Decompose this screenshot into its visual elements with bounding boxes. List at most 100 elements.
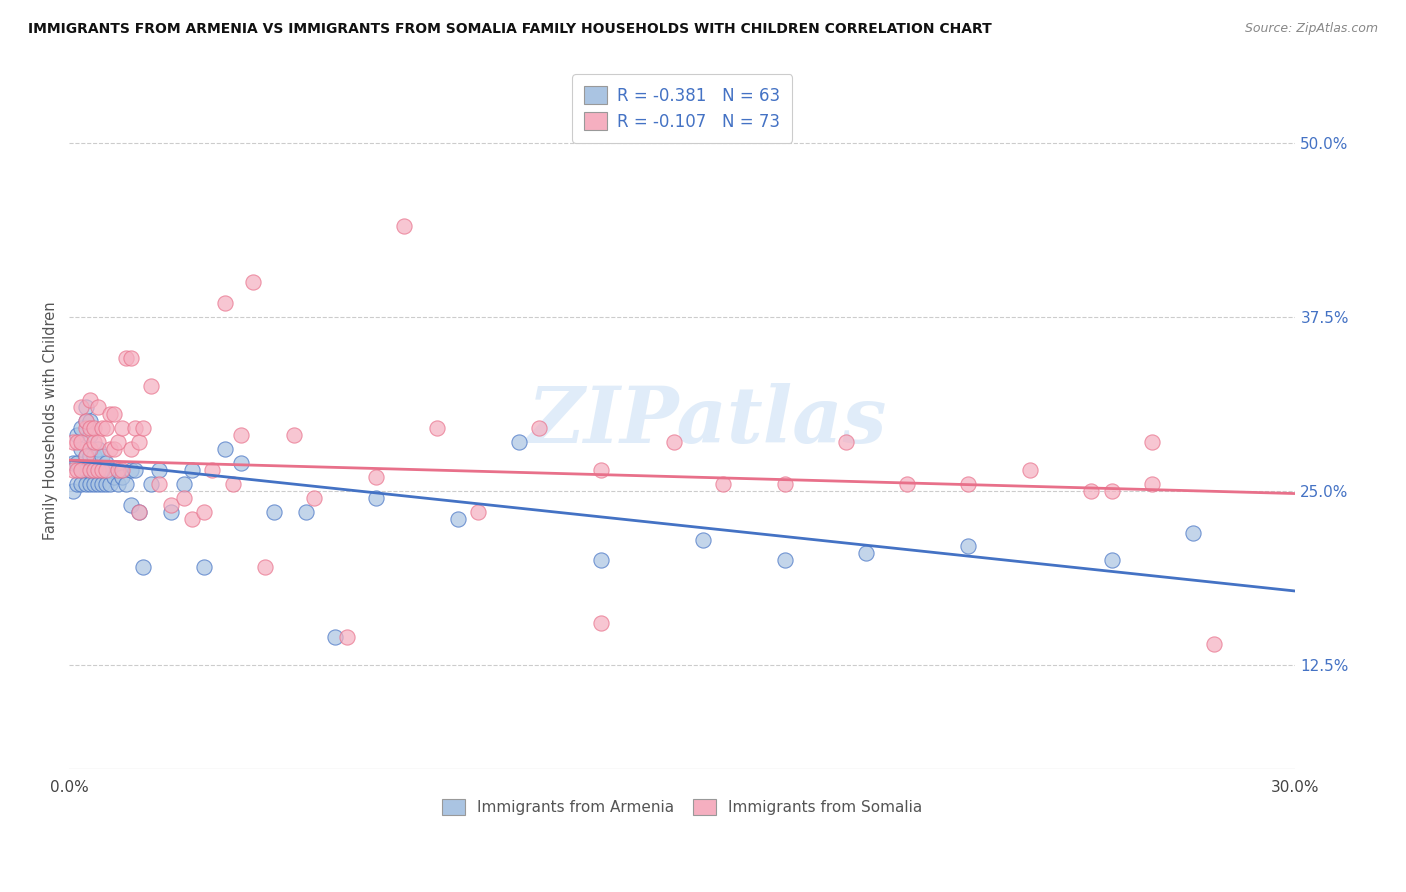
Point [75,476,97,491]
Point [132,421,155,435]
Point [107,463,129,477]
Point [107,476,129,491]
Point [83,476,105,491]
Point [79,476,101,491]
Point [79,414,101,428]
Point [87,463,110,477]
Point [70,463,93,477]
Point [87,463,110,477]
Point [70,401,93,415]
Point [120,463,142,477]
Point [83,421,105,435]
Point [75,414,97,428]
Point [1101,483,1123,498]
Point [79,393,101,408]
Point [180,511,202,525]
Point [75,401,97,415]
Point [62,463,84,477]
Point [160,505,183,519]
Point [201,463,224,477]
Point [98,476,121,491]
Point [62,435,84,450]
Point [75,414,97,428]
Point [94,476,117,491]
Point [66,476,89,491]
Point [98,442,121,456]
Point [180,463,202,477]
Point [66,456,89,470]
Point [103,442,125,456]
Point [957,476,980,491]
Point [75,449,97,463]
Point [111,470,134,484]
Point [295,505,318,519]
Point [1182,525,1205,540]
Point [148,463,170,477]
Point [589,463,612,477]
Point [1142,435,1164,450]
Point [70,421,93,435]
Point [128,435,150,450]
Point [103,407,125,421]
Point [111,421,134,435]
Point [662,435,685,450]
Point [90,463,112,477]
Text: IMMIGRANTS FROM ARMENIA VS IMMIGRANTS FROM SOMALIA FAMILY HOUSEHOLDS WITH CHILDR: IMMIGRANTS FROM ARMENIA VS IMMIGRANTS FR… [28,22,991,37]
Point [75,463,97,477]
Point [589,616,612,631]
Point [1202,637,1225,651]
Point [242,275,264,289]
Point [120,351,142,366]
Point [394,219,416,234]
Point [79,421,101,435]
Point [70,476,93,491]
Point [94,456,117,470]
Point [120,442,142,456]
Point [66,428,89,442]
Point [75,449,97,463]
Text: ZIPatlas: ZIPatlas [527,383,887,459]
Point [193,560,215,574]
Point [124,421,146,435]
Point [467,505,489,519]
Point [66,435,89,450]
Point [83,435,105,450]
Point [508,435,530,450]
Point [1101,553,1123,567]
Point [62,483,84,498]
Point [148,476,170,491]
Point [214,295,236,310]
Point [426,421,449,435]
Point [229,428,252,442]
Point [124,463,146,477]
Point [773,553,796,567]
Point [835,435,858,450]
Point [62,456,84,470]
Point [283,428,305,442]
Point [773,476,796,491]
Point [87,435,110,450]
Point [70,435,93,450]
Point [589,553,612,567]
Point [173,476,195,491]
Point [87,442,110,456]
Point [222,476,245,491]
Point [263,505,285,519]
Point [111,463,134,477]
Point [1080,483,1102,498]
Point [83,463,105,477]
Point [173,491,195,505]
Text: Source: ZipAtlas.com: Source: ZipAtlas.com [1244,22,1378,36]
Point [90,421,112,435]
Point [323,630,346,644]
Point [90,463,112,477]
Point [103,470,125,484]
Point [1018,463,1040,477]
Point [107,463,129,477]
Point [87,476,110,491]
Point [90,449,112,463]
Point [529,421,551,435]
Point [94,463,117,477]
Point [98,407,121,421]
Point [87,401,110,415]
